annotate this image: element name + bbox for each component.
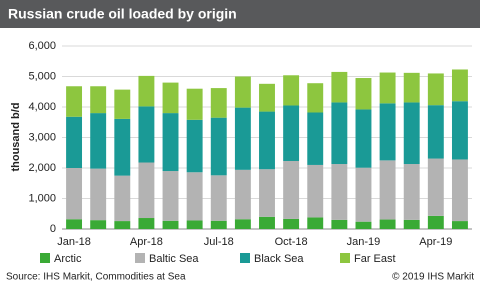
bar-segment [379, 160, 396, 220]
title-band [0, 0, 480, 28]
bar-segment [355, 109, 372, 168]
bar-segment [66, 219, 83, 229]
legend-swatch [40, 253, 50, 263]
bar-segment [259, 83, 275, 112]
chart-title: Russian crude oil loaded by origin [8, 6, 237, 22]
y-tick-label: 6,000 [28, 40, 56, 52]
bar-segment [138, 218, 155, 229]
bar-segment [234, 219, 251, 229]
bar-segment [451, 221, 468, 229]
bar-segment [90, 168, 107, 221]
bar-segment [379, 103, 396, 161]
bar-segment [210, 175, 227, 221]
bar-segment [186, 172, 203, 221]
bar-segment [283, 75, 300, 106]
bar-segment [234, 107, 251, 170]
bar-segment [331, 102, 348, 165]
bar-segment [283, 218, 300, 229]
bar-segment [90, 220, 107, 229]
source: Source: IHS Markit, Commodities at Sea [6, 272, 186, 283]
bar-segment [162, 220, 179, 229]
y-tick-label: 2,000 [28, 162, 56, 174]
bar-segment [403, 102, 420, 165]
bar-segment [114, 118, 131, 176]
x-tick-label: Jan-18 [57, 236, 91, 248]
bar-segment [427, 73, 444, 106]
y-tick-label: 5,000 [28, 70, 56, 82]
legend-swatch [340, 253, 350, 263]
bar-segment [138, 106, 155, 163]
bar-segment [210, 88, 227, 118]
bar-segment [259, 111, 275, 170]
bar-segment [186, 220, 203, 229]
bar-segment [451, 159, 468, 222]
y-tick-label: 1,000 [28, 192, 56, 204]
bar-segment [355, 167, 372, 222]
bar-segment [379, 72, 396, 104]
bar-segment [66, 86, 83, 117]
bar-segment [90, 86, 107, 114]
bar-segment [283, 105, 300, 161]
legend-swatch [135, 253, 145, 263]
legend-label: Far East [354, 253, 396, 265]
bar-segment [307, 217, 324, 229]
x-tick-label: Jul-18 [204, 236, 234, 248]
bar-segment [331, 219, 348, 229]
bar-segment [186, 88, 203, 120]
bar-segment [259, 169, 275, 217]
y-tick-label: 3,000 [28, 131, 56, 143]
bar-segment [283, 160, 300, 219]
copyright: © 2019 IHS Markit [392, 272, 474, 283]
bar-segment [307, 112, 324, 165]
bar-segment [379, 219, 396, 229]
bar-segment [210, 117, 227, 176]
bar-segment [427, 105, 444, 159]
bar-segment [66, 168, 83, 220]
bar-segment [66, 116, 83, 168]
legend-label: Black Sea [254, 253, 304, 265]
bar-segment [114, 221, 131, 229]
bar-segment [114, 175, 131, 222]
bar-segment [403, 219, 420, 229]
x-tick-label: Apr-18 [130, 236, 163, 248]
legend-label: Arctic [54, 253, 82, 265]
legend-swatch [240, 253, 250, 263]
y-tick-label: 0 [50, 223, 56, 235]
bar-segment [331, 164, 348, 220]
x-tick-label: Apr-19 [419, 236, 452, 248]
bar-segment [234, 76, 251, 108]
bar-segment [186, 119, 203, 173]
y-axis-label: thousand b/d [10, 102, 22, 171]
bar-segment [162, 171, 179, 221]
legend-label: Baltic Sea [149, 253, 199, 265]
bar-segment [114, 89, 131, 119]
bar-segment [403, 164, 420, 220]
bar-segment [355, 78, 372, 110]
y-tick-label: 4,000 [28, 101, 56, 113]
bar-segment [331, 71, 348, 103]
bar-segment [427, 158, 444, 216]
bar-segment [162, 113, 179, 172]
bar-segment [427, 215, 444, 229]
bar-segment [307, 164, 324, 218]
bar-segment [138, 162, 155, 219]
x-tick-label: Jan-19 [347, 236, 381, 248]
bar-segment [90, 113, 107, 169]
x-tick-label: Oct-18 [275, 236, 308, 248]
bar-segment [210, 220, 227, 229]
bar-segment [234, 169, 251, 220]
bar-segment [138, 75, 155, 107]
bar-segment [403, 72, 420, 103]
bar-segment [451, 69, 468, 102]
bar-segment [307, 83, 324, 113]
bar-segment [355, 221, 372, 229]
bar-segment [259, 216, 275, 229]
bar-segment [451, 101, 468, 160]
bar-segment [162, 82, 179, 114]
